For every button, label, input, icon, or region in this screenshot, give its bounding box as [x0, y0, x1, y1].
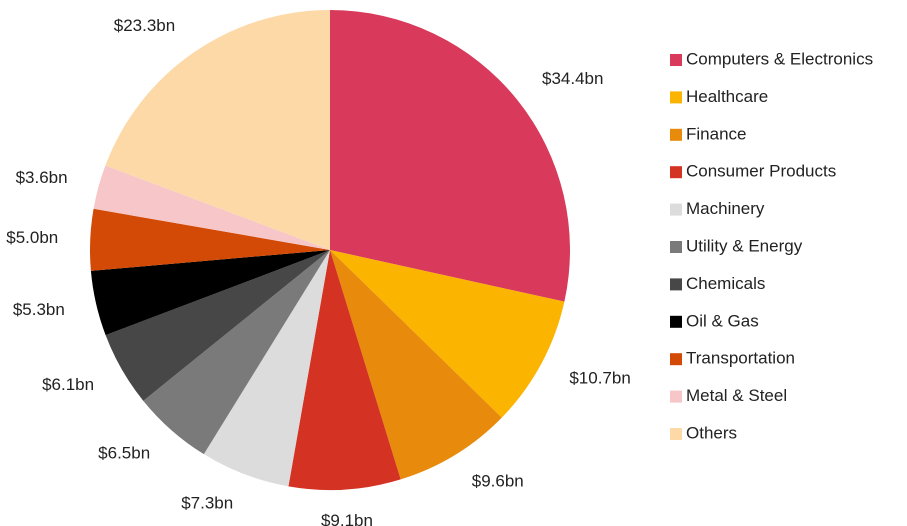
legend-label: Finance [686, 124, 746, 143]
legend-swatch [670, 241, 682, 253]
data-label: $5.3bn [13, 300, 65, 319]
pie-slice [105, 250, 330, 401]
legend-label: Chemicals [686, 274, 765, 293]
pie-slice [89, 208, 330, 271]
legend-label: Transportation [686, 349, 795, 368]
pie-slice [203, 250, 330, 487]
pie-slice [93, 165, 330, 250]
legend-swatch [670, 166, 682, 179]
pie-slice [105, 10, 330, 250]
pie-slice [143, 250, 330, 455]
legend-label: Consumer Products [686, 162, 836, 181]
legend-label: Others [686, 423, 737, 442]
legend-swatch [670, 390, 682, 403]
legend-label: Oil & Gas [686, 311, 759, 330]
data-label: $7.3bn [181, 494, 233, 513]
pie-slice [90, 250, 330, 336]
pie-slice [330, 250, 565, 418]
pie-slice [330, 10, 570, 302]
legend-label: Healthcare [686, 87, 768, 106]
data-label: $6.5bn [98, 444, 150, 463]
data-label: $23.3bn [114, 16, 175, 35]
legend-swatch [670, 203, 682, 216]
data-label: $10.7bn [569, 369, 630, 388]
legend-swatch [670, 278, 682, 291]
legend-swatch [670, 353, 682, 366]
pie-slice [330, 250, 502, 480]
legend-swatch [670, 128, 682, 141]
legend-swatch [670, 54, 682, 66]
data-label: $5.0bn [6, 228, 58, 247]
legend-label: Machinery [686, 199, 765, 218]
data-label: $3.6bn [16, 168, 68, 187]
data-label: $6.1bn [42, 375, 94, 394]
legend-swatch [670, 315, 682, 328]
legend-label: Utility & Energy [686, 236, 803, 255]
data-label: $34.4bn [542, 69, 603, 88]
legend-label: Computers & Electronics [686, 49, 873, 68]
legend-swatch [670, 91, 682, 104]
data-label: $9.1bn [321, 511, 373, 526]
pie-slice [288, 250, 401, 490]
data-label: $9.6bn [472, 472, 524, 491]
legend-swatch [670, 428, 682, 440]
legend-label: Metal & Steel [686, 386, 787, 405]
